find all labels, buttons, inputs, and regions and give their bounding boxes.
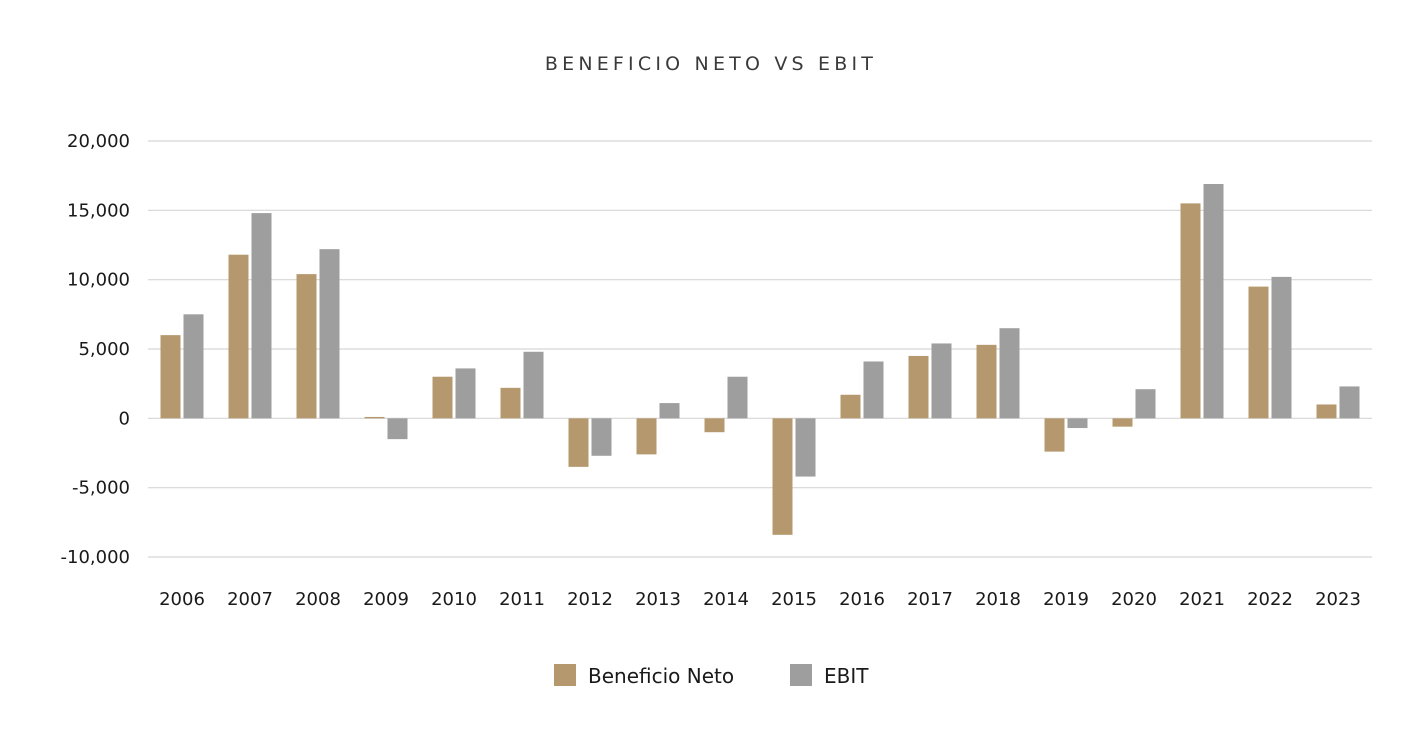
x-tick-label: 2015 xyxy=(771,589,817,610)
x-tick-label: 2022 xyxy=(1247,589,1293,610)
x-tick-label: 2023 xyxy=(1315,589,1361,610)
bar-beneficio-neto-2011 xyxy=(500,387,521,419)
legend-swatch-beneficio-neto xyxy=(554,664,576,686)
bar-beneficio-neto-2013 xyxy=(636,418,657,455)
bar-beneficio-neto-2009 xyxy=(364,416,385,419)
x-tick-label: 2018 xyxy=(975,589,1021,610)
bar-beneficio-neto-2014 xyxy=(704,418,725,433)
bar-ebit-2012 xyxy=(591,418,612,456)
bar-beneficio-neto-2020 xyxy=(1112,418,1133,427)
y-tick-label: -10,000 xyxy=(61,547,130,568)
bar-beneficio-neto-2017 xyxy=(908,355,929,419)
bar-beneficio-neto-2006 xyxy=(160,335,181,419)
bar-beneficio-neto-2010 xyxy=(432,376,453,419)
x-tick-label: 2009 xyxy=(363,589,409,610)
bar-ebit-2022 xyxy=(1271,276,1292,419)
bar-ebit-2020 xyxy=(1135,389,1156,419)
bar-ebit-2006 xyxy=(183,314,204,419)
bar-ebit-2023 xyxy=(1339,386,1360,419)
bar-ebit-2016 xyxy=(863,361,884,419)
bar-ebit-2013 xyxy=(659,403,680,419)
y-tick-label: -5,000 xyxy=(72,478,130,499)
bar-beneficio-neto-2008 xyxy=(296,274,317,419)
bar-ebit-2018 xyxy=(999,328,1020,419)
bar-ebit-2015 xyxy=(795,418,816,477)
y-tick-label: 5,000 xyxy=(78,339,130,360)
x-tick-label: 2010 xyxy=(431,589,477,610)
legend-label-ebit: EBIT xyxy=(824,664,869,688)
x-tick-label: 2008 xyxy=(295,589,341,610)
bar-ebit-2017 xyxy=(931,343,952,419)
legend-label-beneficio-neto: Beneficio Neto xyxy=(588,664,734,688)
x-axis-tick-labels: 2006 2007 2008 2009 2010 2011 2012 2013 2014 2015… xyxy=(159,589,1361,610)
bar-beneficio-neto-2018 xyxy=(976,344,997,419)
bar-beneficio-neto-2016 xyxy=(840,394,861,419)
chart-title: BENEFICIO NETO VS EBIT xyxy=(545,53,877,75)
bar-ebit-2008 xyxy=(319,249,340,419)
bar-ebit-2011 xyxy=(523,351,544,419)
bar-ebit-2010 xyxy=(455,368,476,419)
bar-ebit-2014 xyxy=(727,376,748,419)
bar-beneficio-neto-2012 xyxy=(568,418,589,467)
x-tick-label: 2013 xyxy=(635,589,681,610)
x-tick-label: 2014 xyxy=(703,589,749,610)
x-tick-label: 2021 xyxy=(1179,589,1225,610)
x-tick-label: 2006 xyxy=(159,589,205,610)
x-tick-label: 2012 xyxy=(567,589,613,610)
y-axis-tick-labels: 20,000 15,000 10,000 5,000 0 -5,000 -10,000 xyxy=(61,131,130,568)
bar-beneficio-neto-2015 xyxy=(772,418,793,535)
gridlines xyxy=(148,140,1372,558)
x-tick-label: 2017 xyxy=(907,589,953,610)
y-tick-label: 0 xyxy=(119,408,130,429)
bars xyxy=(160,183,1360,535)
x-tick-label: 2016 xyxy=(839,589,885,610)
x-tick-label: 2011 xyxy=(499,589,545,610)
bar-beneficio-neto-2021 xyxy=(1180,203,1201,419)
bar-beneficio-neto-2007 xyxy=(228,254,249,419)
bar-beneficio-neto-2022 xyxy=(1248,286,1269,419)
y-tick-label: 20,000 xyxy=(67,131,130,152)
bar-beneficio-neto-2023 xyxy=(1316,404,1337,419)
legend-swatch-ebit xyxy=(790,664,812,686)
y-tick-label: 15,000 xyxy=(67,200,130,221)
y-tick-label: 10,000 xyxy=(67,270,130,291)
bar-beneficio-neto-2019 xyxy=(1044,418,1065,452)
bar-ebit-2019 xyxy=(1067,418,1088,429)
bar-ebit-2021 xyxy=(1203,183,1224,419)
legend: Beneficio Neto EBIT xyxy=(554,664,869,688)
x-tick-label: 2019 xyxy=(1043,589,1089,610)
bar-ebit-2007 xyxy=(251,213,272,419)
x-tick-label: 2020 xyxy=(1111,589,1157,610)
x-tick-label: 2007 xyxy=(227,589,273,610)
bar-ebit-2009 xyxy=(387,418,408,440)
